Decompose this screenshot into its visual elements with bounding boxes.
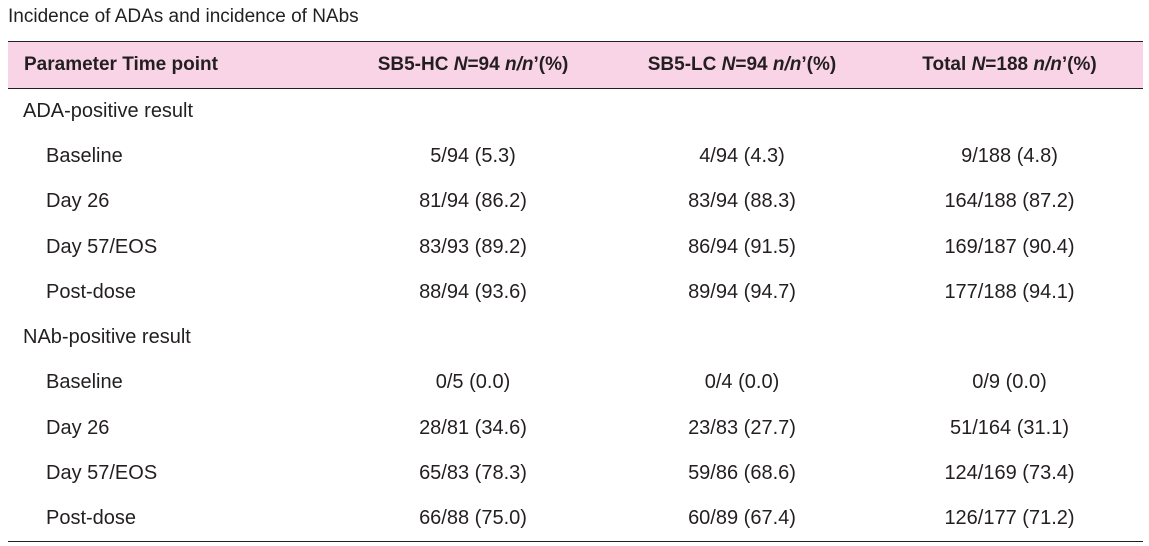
cell-lc: 59/86 (68.6) xyxy=(688,462,796,485)
table-row: Baseline 0/5 (0.0) 0/4 (0.0) 0/9 (0.0) xyxy=(8,360,1143,405)
header-sb5-hc: SB5-HC N=94 n/n’(%) xyxy=(338,41,608,89)
table-row: Day 26 81/94 (86.2) 83/94 (88.3) 164/188… xyxy=(8,179,1143,224)
cell-total: 124/169 (73.4) xyxy=(944,462,1075,485)
cell-hc: 83/93 (89.2) xyxy=(419,235,527,258)
cell-lc: 83/94 (88.3) xyxy=(688,190,796,213)
cell-lc: 86/94 (91.5) xyxy=(688,235,796,258)
row-label: Day 57/EOS xyxy=(46,235,158,258)
cell-hc: 65/83 (78.3) xyxy=(419,462,527,485)
cell-total: 126/177 (71.2) xyxy=(876,496,1143,542)
table-row: Post-dose 88/94 (93.6) 89/94 (94.7) 177/… xyxy=(8,270,1143,315)
header-total: Total N=188 n/n’(%) xyxy=(876,41,1143,89)
cell-hc: 5/94 (5.3) xyxy=(430,144,516,167)
cell-hc: 81/94 (86.2) xyxy=(419,190,527,213)
row-label: Baseline xyxy=(46,144,123,167)
cell-lc: 4/94 (4.3) xyxy=(699,144,785,167)
table-row: Day 57/EOS 83/93 (89.2) 86/94 (91.5) 169… xyxy=(8,224,1143,269)
table-row: Day 57/EOS 65/83 (78.3) 59/86 (68.6) 124… xyxy=(8,451,1143,496)
table-caption: Incidence of ADAs and incidence of NAbs xyxy=(8,6,359,27)
section-title: ADA-positive result xyxy=(23,99,194,122)
row-label: Day 26 xyxy=(46,416,110,439)
header-parameter: Parameter Time point xyxy=(8,41,338,89)
row-label: Post-dose xyxy=(46,280,137,303)
row-label: Post-dose xyxy=(8,496,338,542)
cell-lc: 60/89 (67.4) xyxy=(608,496,876,542)
table-row: Post-dose 66/88 (75.0) 60/89 (67.4) 126/… xyxy=(8,496,1143,542)
row-label: Day 57/EOS xyxy=(46,462,158,485)
cell-lc: 23/83 (27.7) xyxy=(688,416,796,439)
row-label: Baseline xyxy=(46,371,123,394)
table-row: Day 26 28/81 (34.6) 23/83 (27.7) 51/164 … xyxy=(8,406,1143,451)
cell-total: 169/187 (90.4) xyxy=(944,235,1075,258)
cell-hc: 88/94 (93.6) xyxy=(419,280,527,303)
header-row: Parameter Time point SB5-HC N=94 n/n’(%)… xyxy=(8,41,1143,89)
header-sb5-lc: SB5-LC N=94 n/n’(%) xyxy=(608,41,876,89)
cell-total: 0/9 (0.0) xyxy=(972,371,1047,394)
section-row-ada: ADA-positive result xyxy=(8,89,1143,134)
section-title: NAb-positive result xyxy=(23,326,191,349)
incidence-table: Parameter Time point SB5-HC N=94 n/n’(%)… xyxy=(8,41,1143,542)
cell-hc: 28/81 (34.6) xyxy=(419,416,527,439)
cell-hc: 0/5 (0.0) xyxy=(435,371,511,394)
section-row-nab: NAb-positive result xyxy=(8,315,1143,360)
cell-total: 9/188 (4.8) xyxy=(961,144,1058,167)
cell-lc: 0/4 (0.0) xyxy=(704,371,780,394)
cell-lc: 89/94 (94.7) xyxy=(688,280,796,303)
row-label: Day 26 xyxy=(46,190,110,213)
cell-hc: 66/88 (75.0) xyxy=(338,496,608,542)
cell-total: 177/188 (94.1) xyxy=(944,280,1075,303)
cell-total: 51/164 (31.1) xyxy=(950,416,1069,439)
table-row: Baseline 5/94 (5.3) 4/94 (4.3) 9/188 (4.… xyxy=(8,134,1143,179)
cell-total: 164/188 (87.2) xyxy=(944,190,1075,213)
